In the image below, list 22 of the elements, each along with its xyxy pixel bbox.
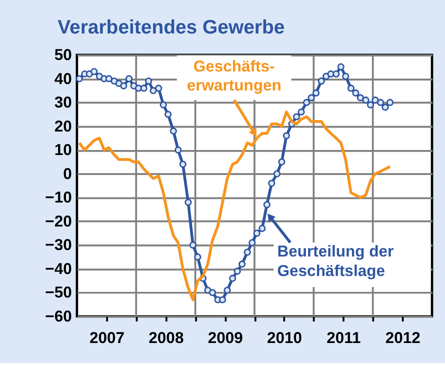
x-tick-label: 2011 [326, 330, 362, 347]
y-tick-label: 20 [54, 118, 72, 136]
x-tick-label: 2007 [89, 330, 125, 347]
annotation: Geschäfts- erwartungen [186, 58, 282, 95]
line-series [78, 110, 392, 302]
x-tick-label: 2009 [208, 330, 244, 347]
y-tick-label: −30 [45, 237, 72, 254]
y-tick-label: 30 [54, 94, 72, 112]
y-tick-label: 0 [63, 166, 72, 183]
x-tick-label: 2012 [385, 330, 421, 347]
y-tick-label: 10 [54, 142, 72, 160]
y-tick-label: 50 [54, 47, 72, 64]
y-tick-label: −20 [45, 213, 72, 230]
y-tick-label: −40 [45, 260, 72, 278]
x-tick-label: 2008 [148, 330, 184, 347]
y-tick-label: 40 [54, 70, 72, 88]
annotation: Beurteilung der Geschäftslage [277, 243, 394, 280]
y-tick-label: −60 [45, 308, 72, 326]
x-tick-label: 2010 [267, 330, 302, 347]
y-tick-label: −10 [45, 190, 72, 207]
y-tick-label: −50 [45, 284, 72, 302]
chart-title: Verarbeitendes Gewerbe [58, 16, 285, 39]
